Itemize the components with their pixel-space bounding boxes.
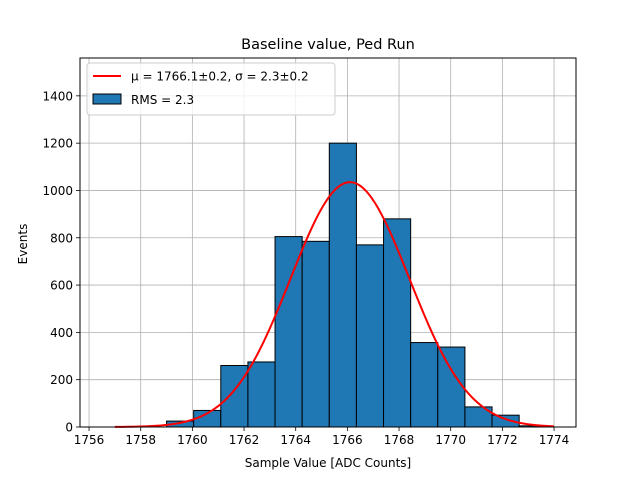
legend-box xyxy=(86,62,336,116)
y-tick-label: 1200 xyxy=(42,137,73,151)
chart-title: Baseline value, Ped Run xyxy=(241,37,415,53)
y-tick-label: 1400 xyxy=(42,89,73,103)
histogram-bar xyxy=(410,342,439,428)
histogram-bar xyxy=(383,218,412,428)
x-tick-label: 1766 xyxy=(332,433,363,447)
x-tick-label: 1770 xyxy=(435,433,466,447)
histogram-bar xyxy=(328,142,357,428)
histogram-bar xyxy=(437,346,466,428)
y-tick-label: 1000 xyxy=(42,184,73,198)
x-tick-label: 1764 xyxy=(280,433,311,447)
x-tick-label: 1758 xyxy=(125,433,156,447)
y-tick-label: 200 xyxy=(50,373,73,387)
legend-fit-label: μ = 1766.1±0.2, σ = 2.3±0.2 xyxy=(131,70,309,84)
x-tick-label: 1756 xyxy=(74,433,105,447)
gaussian-fit-curve xyxy=(114,181,555,428)
histogram-bar xyxy=(247,361,276,428)
legend-bar-swatch xyxy=(92,93,122,105)
x-axis-label: Sample Value [ADC Counts] xyxy=(245,456,411,470)
legend: μ = 1766.1±0.2, σ = 2.3±0.2 RMS = 2.3 xyxy=(86,62,336,116)
y-tick-label: 600 xyxy=(50,279,73,293)
axis-ticks: 1756 1758 1760 1762 1764 1766 1768 1770 1772 1774… xyxy=(42,89,569,447)
histogram-bar xyxy=(355,244,385,428)
x-tick-label: 1760 xyxy=(177,433,208,447)
x-tick-label: 1762 xyxy=(229,433,260,447)
x-tick-label: 1768 xyxy=(384,433,415,447)
x-tick-label: 1774 xyxy=(539,433,570,447)
histogram-bar xyxy=(301,240,330,428)
plot-frame xyxy=(79,57,577,428)
y-tick-label: 800 xyxy=(50,231,73,245)
y-axis-label: Events xyxy=(16,224,30,265)
y-tick-label: 0 xyxy=(65,421,73,435)
x-tick-label: 1772 xyxy=(487,433,518,447)
histogram-bar xyxy=(274,236,303,428)
histogram-bar xyxy=(220,365,249,428)
y-tick-label: 400 xyxy=(50,326,73,340)
legend-rms-label: RMS = 2.3 xyxy=(131,93,194,107)
histogram-bars xyxy=(166,142,547,428)
